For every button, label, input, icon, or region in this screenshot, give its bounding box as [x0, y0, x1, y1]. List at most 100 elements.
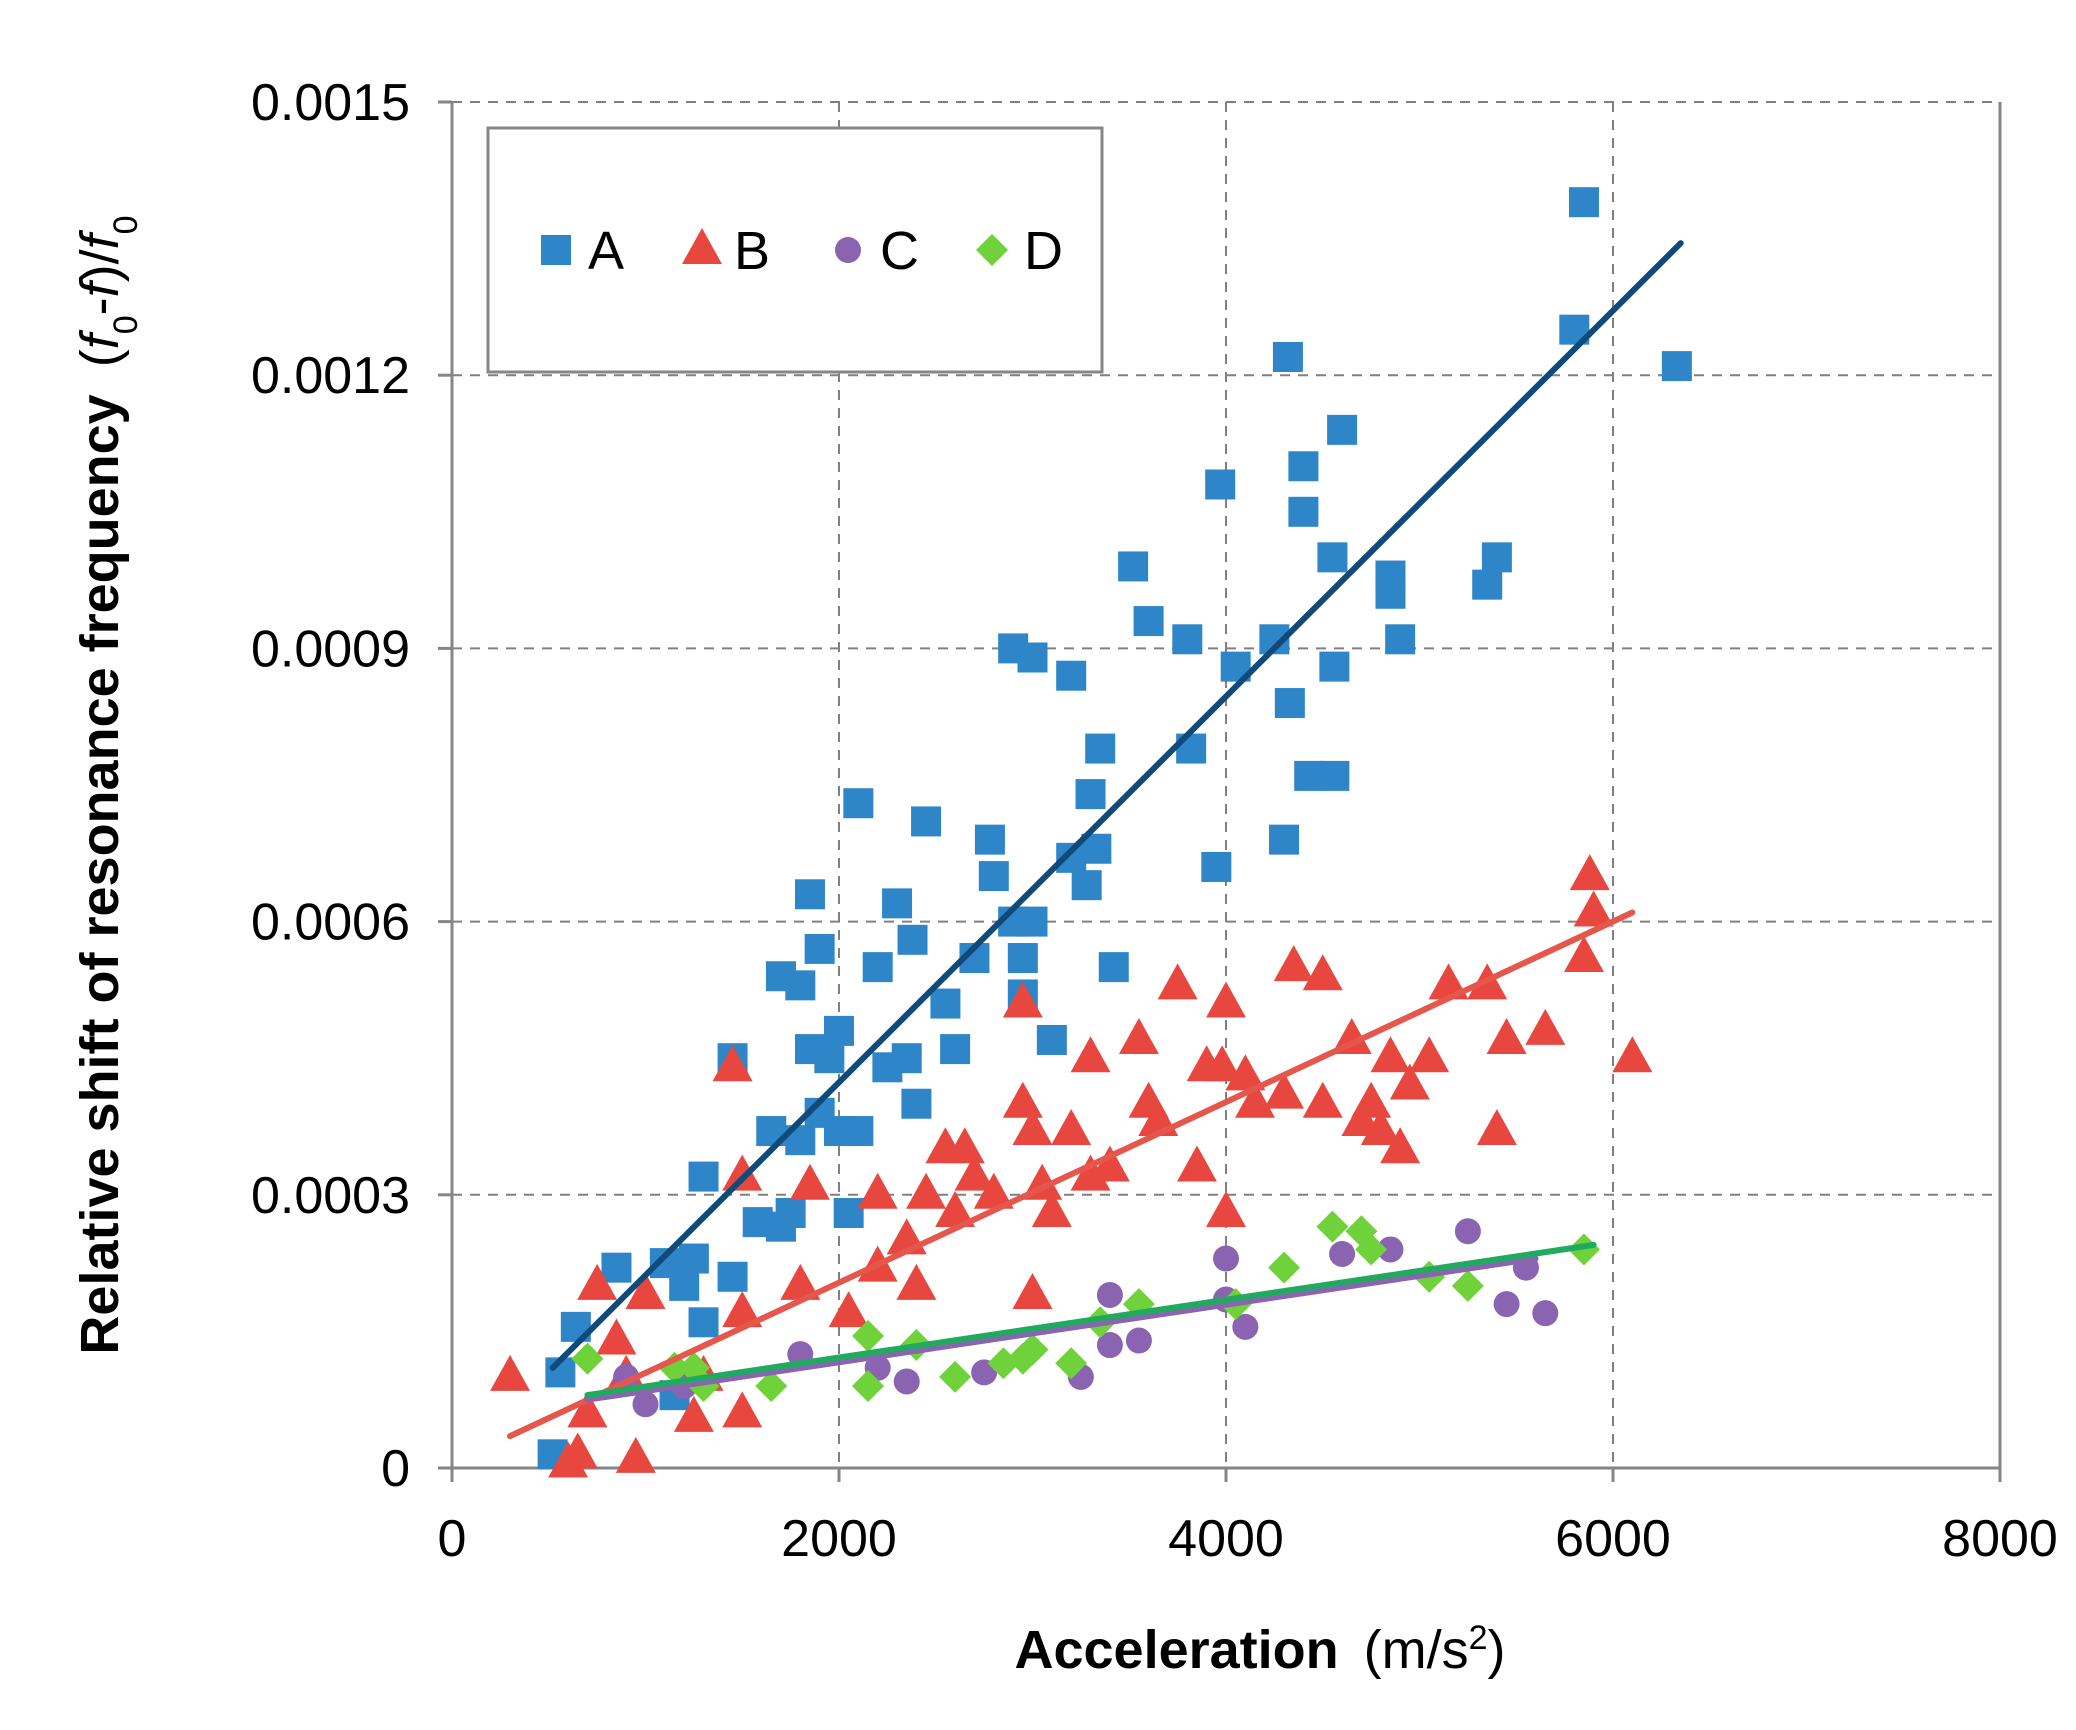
series-b-point	[789, 1163, 830, 1200]
series-d-point	[1355, 1233, 1388, 1266]
x-axis-title-units-sup: 2	[1469, 1619, 1488, 1657]
series-a-point	[1481, 542, 1512, 573]
series-a-point	[862, 952, 893, 983]
x-tick-label: 6000	[1555, 1510, 1671, 1568]
series-a-point	[1294, 760, 1325, 791]
y-tick-label: 0.0003	[251, 1167, 410, 1225]
series-a-point	[940, 1034, 971, 1065]
series-a-point	[882, 888, 913, 919]
series-a-point	[688, 1161, 719, 1192]
series-c-point	[1096, 1281, 1123, 1308]
axis-layer	[438, 100, 2002, 1482]
series-b-point	[1612, 1036, 1653, 1073]
series-c-point	[632, 1391, 659, 1418]
series-a-point	[978, 861, 1009, 892]
series-b-point	[625, 1272, 666, 1309]
series-c-point	[1232, 1313, 1259, 1340]
legend: A B C D	[486, 126, 1104, 374]
y-axis-title-f0a: f	[70, 329, 130, 349]
y-axis-title: Relative shift of resonance frequency (f…	[70, 215, 145, 1354]
series-b-point	[673, 1395, 714, 1432]
y-axis-title-main: Relative shift of resonance frequency	[70, 394, 130, 1354]
series-b-point	[1409, 1036, 1450, 1073]
series-b-point	[1002, 981, 1043, 1018]
series-b-point	[857, 1172, 898, 1209]
trendline-d	[584, 1241, 1597, 1399]
y-axis-title-close: )/	[70, 249, 130, 282]
trendline-b	[507, 909, 1636, 1440]
series-c-point	[1096, 1332, 1123, 1359]
series-b-point	[1031, 1191, 1072, 1228]
series-b-point	[1206, 1191, 1246, 1228]
series-c-point	[1532, 1300, 1559, 1327]
series-b-point	[722, 1391, 763, 1428]
series-b-point	[1370, 1036, 1411, 1073]
series-a-point	[833, 1198, 864, 1229]
legend-label-b: B	[734, 221, 770, 281]
series-b-point	[906, 1172, 947, 1209]
series-a-point	[1661, 351, 1692, 382]
series-b-point	[1476, 1109, 1517, 1146]
series-d-point	[1268, 1251, 1301, 1284]
series-a-point	[804, 933, 835, 964]
series-a-point	[1118, 551, 1149, 582]
y-tick-label: 0.0012	[251, 347, 410, 405]
series-b-point	[1176, 1145, 1217, 1182]
series-d-point	[1451, 1269, 1484, 1302]
series-b-point	[935, 1191, 976, 1228]
legend-label-d: D	[1024, 221, 1063, 281]
series-a-point	[1274, 688, 1305, 719]
series-b-point	[722, 1154, 763, 1191]
series-b-point	[973, 1172, 1014, 1209]
series-a-point	[1269, 824, 1300, 855]
y-tick-label: 0	[381, 1440, 410, 1498]
trendline-c	[584, 1255, 1539, 1403]
series-a-point	[785, 970, 816, 1001]
x-axis-title: Acceleration (m/s2)	[1014, 1619, 1505, 1680]
series-b-point	[712, 1045, 753, 1082]
series-d-point	[1055, 1347, 1088, 1380]
series-b-point	[1302, 1081, 1343, 1118]
series-a-point	[1272, 341, 1303, 372]
series-a-point	[1056, 660, 1087, 691]
series-b-point	[1012, 1109, 1053, 1146]
series-b-point	[557, 1432, 598, 1469]
series-a-point	[1327, 414, 1358, 445]
series-c-point	[1454, 1218, 1481, 1245]
series-a-point	[911, 806, 942, 837]
series-a-point	[891, 1043, 922, 1074]
x-axis-title-units: (m/s	[1364, 1620, 1469, 1680]
legend-marker-c	[835, 237, 861, 263]
legend-marker-b	[682, 228, 722, 264]
series-b-point	[596, 1318, 637, 1355]
series-c-point	[1213, 1245, 1239, 1272]
series-a-point	[930, 988, 961, 1019]
series-b-point	[1225, 1054, 1266, 1091]
series-a-point	[688, 1307, 719, 1338]
series-b-point	[828, 1291, 869, 1328]
tick-label-layer: 0 0.0003 0.0006 0.0009 0.0012 0.0015 0 2000 4000…	[251, 74, 2058, 1568]
series-b-point	[1380, 1127, 1421, 1164]
grid-layer	[452, 101, 2000, 1468]
series-b-point	[1360, 1109, 1401, 1146]
series-b-point	[1012, 1272, 1053, 1309]
series-a-point	[1385, 624, 1416, 655]
series-d-point	[1016, 1333, 1049, 1366]
y-axis-title-f0b: f	[70, 229, 130, 249]
series-a-point	[814, 1043, 845, 1074]
series-a-point	[1172, 624, 1203, 655]
series-a-point	[1007, 943, 1038, 974]
series-c-point	[1493, 1291, 1520, 1318]
series-d-point	[852, 1319, 885, 1352]
series-b-point	[1118, 1017, 1159, 1054]
series-a-point	[1288, 451, 1319, 482]
series-b-point	[1157, 963, 1198, 1000]
series-b-point	[1089, 1145, 1130, 1182]
trendline-a	[549, 240, 1684, 1371]
series-a-point	[1375, 560, 1406, 591]
series-b-point	[1389, 1063, 1430, 1100]
series-a-point	[1098, 952, 1129, 983]
series-b-point	[1302, 954, 1343, 991]
